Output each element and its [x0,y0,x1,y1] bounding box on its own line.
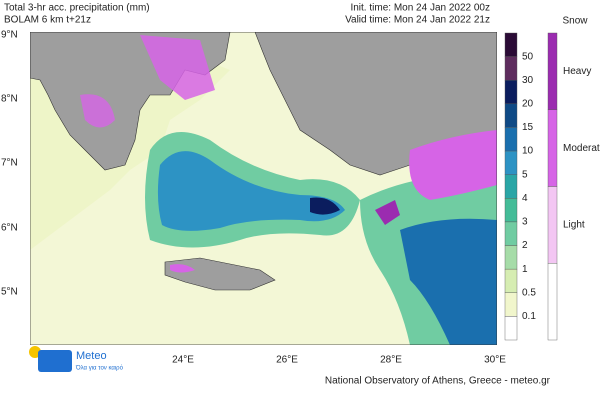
snow-area [170,264,195,273]
precip [310,197,340,215]
overlay: Total 3-hr acc. precipitation (mm) BOLAM… [4,3,588,387]
colorbar-swatch [504,292,518,317]
snow-label: Light [563,220,585,231]
colorbar-swatch [504,80,518,105]
colorbar-swatch [504,56,518,81]
colorbar-swatch [504,174,518,199]
lon-label: 28°E [380,355,402,366]
lon-label: 26°E [276,355,298,366]
lat-label: 8°N [1,94,18,105]
snow-area [140,35,215,100]
snow-swatch [547,186,558,264]
valid-time: Valid time: Mon 24 Jan 2022 21z [345,15,490,26]
snow-area [409,130,497,200]
colorbar-label: 3 [522,217,528,228]
logo-name: Meteo [76,350,107,362]
snow-area [375,200,400,225]
title: Total 3-hr acc. precipitation (mm) [4,3,150,14]
model: BOLAM 6 km t+21z [4,15,91,26]
snow-swatch [547,32,558,110]
lat-label: 7°N [1,158,18,169]
colorbar-swatch [504,221,518,246]
colorbar-label: 50 [522,51,534,62]
colorbar-swatch [504,103,518,128]
colorbar-swatch [504,268,518,293]
colorbar-label: 4 [522,193,528,204]
snow-swatch [547,263,558,341]
colorbar-label: 20 [522,98,534,109]
colorbar-swatch [504,316,518,341]
colorbar-swatch [504,127,518,152]
land [164,257,276,291]
colorbar-label: 5 [522,169,528,180]
colorbar-label: 1 [522,264,528,275]
lon-label: 30°E [484,355,506,366]
colorbar-swatch [504,198,518,223]
colorbar-label: 2 [522,240,528,251]
colorbar-swatch [504,32,518,57]
snow-area [80,94,115,128]
precip [157,151,345,231]
colorbar-label: 15 [522,122,534,133]
map-area [30,32,497,345]
lon-label: 24°E [172,355,194,366]
footer: National Observatory of Athens, Greece -… [325,376,551,387]
colorbar-label: 30 [522,75,534,86]
logo-tagline: Όλα για τον καιρό [75,365,124,372]
precip [400,218,497,345]
lat-label: 5°N [1,287,18,298]
snow-label: Moderate [563,143,600,154]
snow-swatch [547,109,558,187]
lat-label: 9°N [1,30,18,41]
lat-label: 6°N [1,223,18,234]
logo-mark [38,350,72,372]
colorbar-label: 0.1 [522,311,536,322]
colorbar-label: 0.5 [522,287,536,298]
colorbar-swatch [504,150,518,175]
colorbar-label: 10 [522,146,534,157]
snow-label: Heavy [563,66,591,77]
snow-title: Snow [562,16,588,27]
colorbar-swatch [504,245,518,270]
init-time: Init. time: Mon 24 Jan 2022 00z [350,3,490,14]
